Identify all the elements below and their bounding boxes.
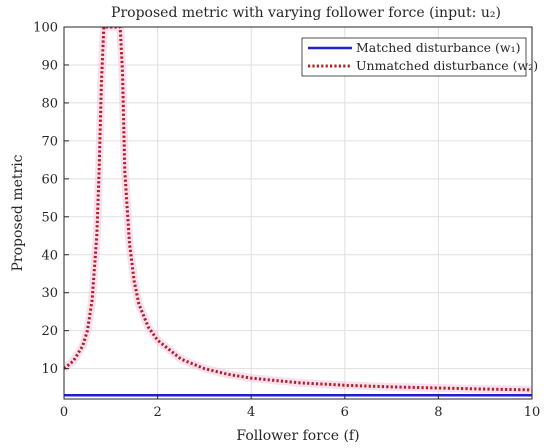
y-tick-label: 80 [41, 96, 58, 111]
y-tick-label: 50 [41, 210, 58, 225]
y-tick-label: 30 [41, 286, 58, 301]
y-tick-label: 70 [41, 134, 58, 149]
x-tick-label: 8 [434, 405, 442, 420]
series-line-unmatched [64, 27, 532, 392]
y-tick-label: 10 [41, 362, 58, 377]
legend-box [301, 37, 527, 77]
x-tick-label: 10 [524, 405, 541, 420]
y-tick-label: 40 [41, 248, 58, 263]
x-tick-label: 2 [153, 405, 161, 420]
plot-frame [63, 26, 533, 400]
x-tick-label: 4 [247, 405, 255, 420]
x-tick-label: 6 [341, 405, 349, 420]
legend: Matched disturbance (w₁) Unmatched distu… [301, 37, 538, 77]
legend-label-matched: Matched disturbance (w₁) [356, 40, 521, 55]
plot-area: 0 2 4 6 8 10 10 20 30 40 50 60 70 80 90 100 [33, 21, 540, 421]
x-tick-label: 0 [60, 405, 68, 420]
data-series [64, 27, 532, 397]
axis-ticks: 0 2 4 6 8 10 10 20 30 40 50 60 70 80 90 100 [33, 21, 540, 421]
y-tick-label: 100 [33, 21, 58, 36]
y-tick-label: 20 [41, 324, 58, 339]
y-tick-label: 60 [41, 172, 58, 187]
y-axis-label: Proposed metric [10, 154, 26, 271]
chart-title: Proposed metric with varying follower fo… [111, 5, 501, 21]
legend-label-unmatched: Unmatched disturbance (w₂) [356, 58, 538, 73]
x-axis-label: Follower force (f) [236, 428, 359, 444]
y-tick-label: 90 [41, 58, 58, 73]
grid-lines [64, 27, 532, 399]
